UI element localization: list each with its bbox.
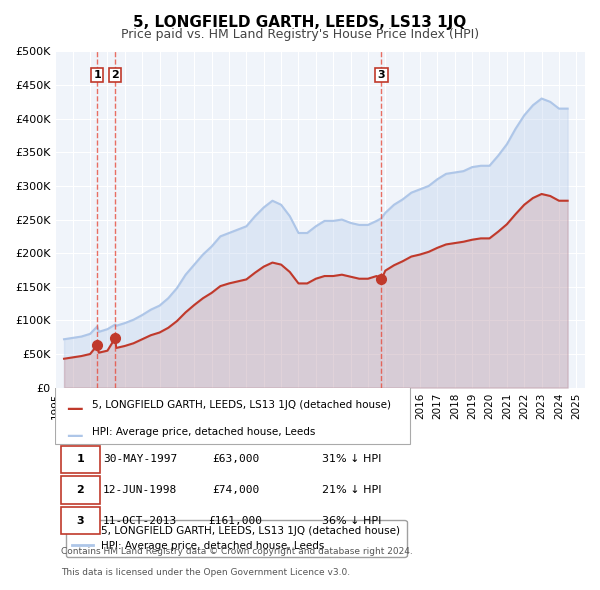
Text: 5, LONGFIELD GARTH, LEEDS, LS13 1JQ (detached house): 5, LONGFIELD GARTH, LEEDS, LS13 1JQ (det…: [92, 400, 391, 410]
Text: 36% ↓ HPI: 36% ↓ HPI: [322, 516, 382, 526]
Text: 1: 1: [76, 454, 84, 464]
Text: 30-MAY-1997: 30-MAY-1997: [103, 454, 177, 464]
Text: —: —: [66, 427, 83, 445]
Text: 2: 2: [112, 70, 119, 80]
Text: 12-JUN-1998: 12-JUN-1998: [103, 485, 177, 495]
FancyBboxPatch shape: [61, 445, 100, 473]
Text: £74,000: £74,000: [212, 485, 259, 495]
Text: 21% ↓ HPI: 21% ↓ HPI: [322, 485, 382, 495]
Text: Contains HM Land Registry data © Crown copyright and database right 2024.: Contains HM Land Registry data © Crown c…: [61, 546, 412, 556]
FancyBboxPatch shape: [61, 476, 100, 504]
Text: HPI: Average price, detached house, Leeds: HPI: Average price, detached house, Leed…: [92, 427, 316, 437]
Text: Price paid vs. HM Land Registry's House Price Index (HPI): Price paid vs. HM Land Registry's House …: [121, 28, 479, 41]
Text: 5, LONGFIELD GARTH, LEEDS, LS13 1JQ: 5, LONGFIELD GARTH, LEEDS, LS13 1JQ: [133, 15, 467, 30]
Text: 1: 1: [94, 70, 101, 80]
Text: £161,000: £161,000: [208, 516, 262, 526]
FancyBboxPatch shape: [61, 507, 100, 535]
Text: 2: 2: [76, 485, 84, 495]
Text: This data is licensed under the Open Government Licence v3.0.: This data is licensed under the Open Gov…: [61, 568, 350, 577]
Text: £63,000: £63,000: [212, 454, 259, 464]
Text: 11-OCT-2013: 11-OCT-2013: [103, 516, 177, 526]
Legend: 5, LONGFIELD GARTH, LEEDS, LS13 1JQ (detached house), HPI: Average price, detach: 5, LONGFIELD GARTH, LEEDS, LS13 1JQ (det…: [66, 520, 407, 557]
Text: —: —: [66, 400, 83, 418]
Text: 3: 3: [76, 516, 84, 526]
Text: 31% ↓ HPI: 31% ↓ HPI: [322, 454, 382, 464]
Text: 3: 3: [377, 70, 385, 80]
FancyBboxPatch shape: [55, 386, 410, 444]
